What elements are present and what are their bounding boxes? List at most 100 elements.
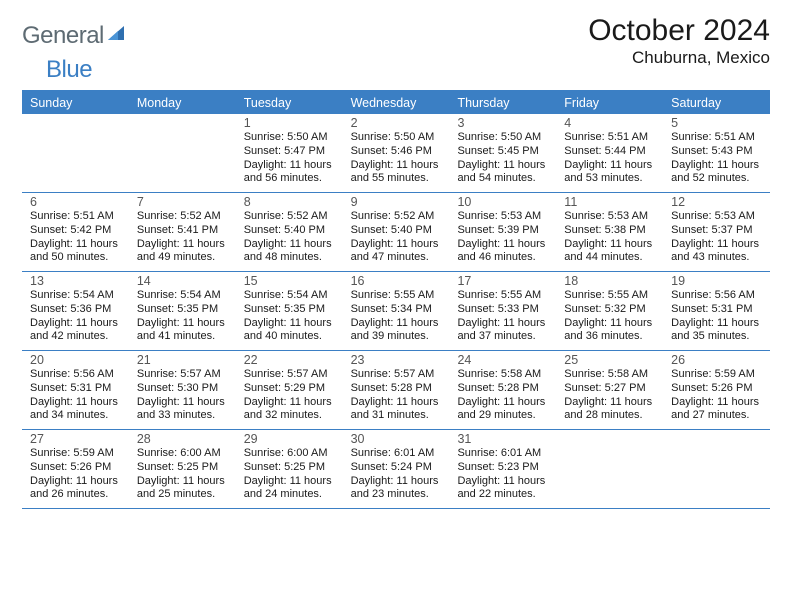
day-number: 7 [137,195,228,209]
week-row: 27Sunrise: 5:59 AMSunset: 5:26 PMDayligh… [22,430,770,509]
info-line: and 48 minutes. [244,251,335,265]
info-line: Daylight: 11 hours [564,317,655,331]
day-cell: 10Sunrise: 5:53 AMSunset: 5:39 PMDayligh… [449,193,556,271]
info-line: Daylight: 11 hours [457,317,548,331]
day-cell: 25Sunrise: 5:58 AMSunset: 5:27 PMDayligh… [556,351,663,429]
day-cell: 9Sunrise: 5:52 AMSunset: 5:40 PMDaylight… [343,193,450,271]
week-row: 1Sunrise: 5:50 AMSunset: 5:47 PMDaylight… [22,114,770,193]
info-line: Sunset: 5:28 PM [457,382,548,396]
info-line: and 34 minutes. [30,409,121,423]
info-line: Sunrise: 5:55 AM [457,289,548,303]
info-line: Daylight: 11 hours [137,475,228,489]
info-line: Sunrise: 5:50 AM [457,131,548,145]
info-line: Daylight: 11 hours [457,238,548,252]
info-line: and 22 minutes. [457,488,548,502]
day-cell: 29Sunrise: 6:00 AMSunset: 5:25 PMDayligh… [236,430,343,508]
info-line: Sunset: 5:46 PM [351,145,442,159]
day-number: 1 [244,116,335,130]
info-line: Sunrise: 5:52 AM [244,210,335,224]
day-info: Sunrise: 5:57 AMSunset: 5:30 PMDaylight:… [137,368,228,423]
day-number: 22 [244,353,335,367]
day-number: 26 [671,353,762,367]
day-cell: 31Sunrise: 6:01 AMSunset: 5:23 PMDayligh… [449,430,556,508]
day-number: 28 [137,432,228,446]
day-number: 15 [244,274,335,288]
logo-text-blue: Blue [46,56,92,84]
info-line: Sunset: 5:32 PM [564,303,655,317]
info-line: Sunset: 5:39 PM [457,224,548,238]
day-number: 4 [564,116,655,130]
info-line: Daylight: 11 hours [244,317,335,331]
info-line: and 27 minutes. [671,409,762,423]
day-cell [663,430,770,508]
info-line: Daylight: 11 hours [30,317,121,331]
day-info: Sunrise: 5:56 AMSunset: 5:31 PMDaylight:… [30,368,121,423]
day-number: 11 [564,195,655,209]
calendar-grid: SundayMondayTuesdayWednesdayThursdayFrid… [22,90,770,509]
info-line: Sunrise: 5:53 AM [457,210,548,224]
info-line: Sunrise: 5:54 AM [30,289,121,303]
info-line: Sunset: 5:35 PM [244,303,335,317]
info-line: and 46 minutes. [457,251,548,265]
day-number: 9 [351,195,442,209]
info-line: and 49 minutes. [137,251,228,265]
day-cell: 8Sunrise: 5:52 AMSunset: 5:40 PMDaylight… [236,193,343,271]
info-line: Daylight: 11 hours [30,238,121,252]
info-line: Sunrise: 5:50 AM [244,131,335,145]
info-line: Daylight: 11 hours [351,475,442,489]
info-line: Daylight: 11 hours [244,159,335,173]
info-line: Sunset: 5:37 PM [671,224,762,238]
info-line: Sunrise: 5:57 AM [137,368,228,382]
day-cell [22,114,129,192]
info-line: Sunset: 5:30 PM [137,382,228,396]
location: Chuburna, Mexico [588,48,770,68]
info-line: Daylight: 11 hours [671,159,762,173]
day-info: Sunrise: 5:51 AMSunset: 5:43 PMDaylight:… [671,131,762,186]
info-line: Daylight: 11 hours [564,238,655,252]
day-number: 13 [30,274,121,288]
day-number: 6 [30,195,121,209]
info-line: Sunset: 5:25 PM [137,461,228,475]
info-line: and 41 minutes. [137,330,228,344]
info-line: and 52 minutes. [671,172,762,186]
info-line: Sunrise: 6:01 AM [457,447,548,461]
day-cell: 18Sunrise: 5:55 AMSunset: 5:32 PMDayligh… [556,272,663,350]
info-line: Sunrise: 5:50 AM [351,131,442,145]
info-line: Sunset: 5:31 PM [671,303,762,317]
info-line: Sunrise: 6:01 AM [351,447,442,461]
info-line: Daylight: 11 hours [351,317,442,331]
day-cell: 26Sunrise: 5:59 AMSunset: 5:26 PMDayligh… [663,351,770,429]
day-number: 23 [351,353,442,367]
info-line: Daylight: 11 hours [671,396,762,410]
info-line: Sunrise: 6:00 AM [137,447,228,461]
day-number: 16 [351,274,442,288]
day-number: 14 [137,274,228,288]
day-cell: 15Sunrise: 5:54 AMSunset: 5:35 PMDayligh… [236,272,343,350]
info-line: Sunset: 5:34 PM [351,303,442,317]
info-line: Sunset: 5:45 PM [457,145,548,159]
day-info: Sunrise: 5:50 AMSunset: 5:47 PMDaylight:… [244,131,335,186]
info-line: and 25 minutes. [137,488,228,502]
info-line: Sunset: 5:26 PM [671,382,762,396]
day-info: Sunrise: 5:56 AMSunset: 5:31 PMDaylight:… [671,289,762,344]
day-cell: 24Sunrise: 5:58 AMSunset: 5:28 PMDayligh… [449,351,556,429]
info-line: and 55 minutes. [351,172,442,186]
info-line: and 43 minutes. [671,251,762,265]
day-info: Sunrise: 6:01 AMSunset: 5:23 PMDaylight:… [457,447,548,502]
info-line: Daylight: 11 hours [457,159,548,173]
day-number: 19 [671,274,762,288]
day-cell: 11Sunrise: 5:53 AMSunset: 5:38 PMDayligh… [556,193,663,271]
day-info: Sunrise: 5:52 AMSunset: 5:41 PMDaylight:… [137,210,228,265]
day-info: Sunrise: 6:00 AMSunset: 5:25 PMDaylight:… [244,447,335,502]
day-number: 17 [457,274,548,288]
day-cell: 27Sunrise: 5:59 AMSunset: 5:26 PMDayligh… [22,430,129,508]
day-cell: 2Sunrise: 5:50 AMSunset: 5:46 PMDaylight… [343,114,450,192]
day-cell: 16Sunrise: 5:55 AMSunset: 5:34 PMDayligh… [343,272,450,350]
day-header: Monday [129,92,236,114]
info-line: and 28 minutes. [564,409,655,423]
info-line: Sunset: 5:40 PM [244,224,335,238]
info-line: and 24 minutes. [244,488,335,502]
info-line: Daylight: 11 hours [671,238,762,252]
info-line: Sunrise: 5:56 AM [30,368,121,382]
logo-sail-icon [107,25,129,47]
